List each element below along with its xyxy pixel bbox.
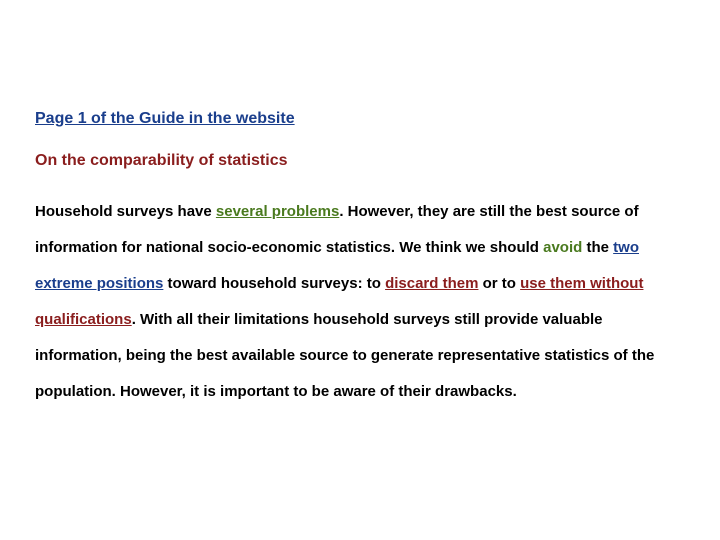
text-avoid: avoid — [543, 239, 582, 256]
section-heading: On the comparability of statistics — [35, 152, 685, 170]
slide-page: Page 1 of the Guide in the website On th… — [0, 0, 720, 410]
text-the: the — [582, 239, 613, 256]
text-discard-them: discard them — [385, 275, 478, 292]
text-toward: toward household surveys: to — [163, 275, 385, 292]
page-title-link[interactable]: Page 1 of the Guide in the website — [35, 110, 685, 128]
text-or-to: or to — [478, 275, 520, 292]
text-several-problems: several problems — [216, 203, 339, 220]
body-paragraph: Household surveys have several problems.… — [35, 194, 685, 410]
text-lead: Household surveys have — [35, 203, 216, 220]
